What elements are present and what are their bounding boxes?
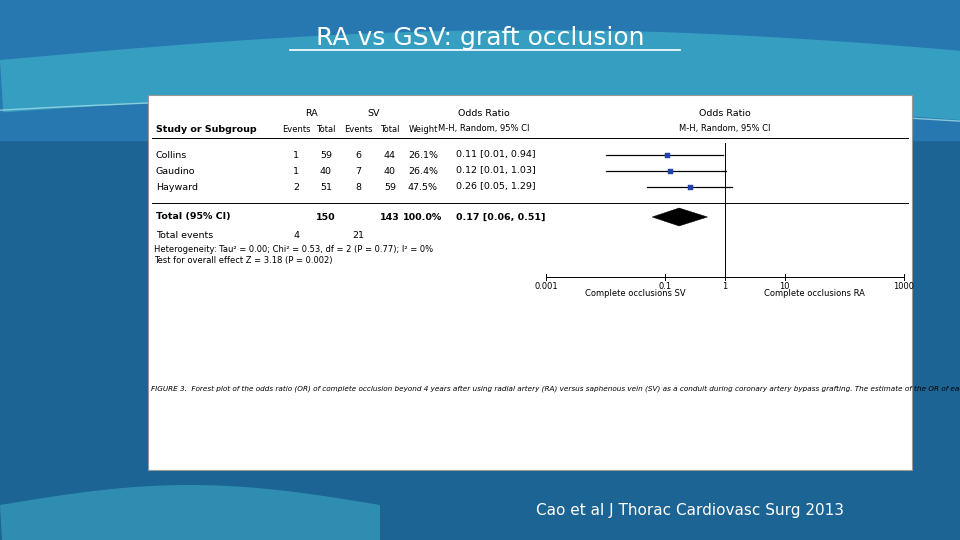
PathPatch shape	[0, 30, 960, 120]
Text: Odds Ratio: Odds Ratio	[458, 109, 510, 118]
Text: 1: 1	[293, 166, 299, 176]
Text: Hayward: Hayward	[156, 183, 198, 192]
Text: 1: 1	[722, 282, 728, 291]
Text: 150: 150	[316, 213, 336, 221]
Text: Total (95% CI): Total (95% CI)	[156, 213, 230, 221]
Text: Total events: Total events	[156, 231, 213, 240]
Text: 1: 1	[293, 151, 299, 159]
Text: Odds Ratio: Odds Ratio	[699, 109, 751, 118]
Text: SV: SV	[368, 109, 380, 118]
Text: 0.12 [0.01, 1.03]: 0.12 [0.01, 1.03]	[456, 166, 536, 176]
Text: 0.1: 0.1	[659, 282, 672, 291]
Text: Weight: Weight	[408, 125, 438, 133]
Bar	[667, 168, 673, 173]
Text: 0.17 [0.06, 0.51]: 0.17 [0.06, 0.51]	[456, 213, 545, 221]
Text: 0.11 [0.01, 0.94]: 0.11 [0.01, 0.94]	[456, 151, 536, 159]
Text: M-H, Random, 95% CI: M-H, Random, 95% CI	[439, 125, 530, 133]
Text: 44: 44	[384, 151, 396, 159]
Text: Complete occlusions RA: Complete occlusions RA	[763, 289, 864, 298]
Text: 8: 8	[355, 183, 361, 192]
Text: 59: 59	[384, 183, 396, 192]
Text: Events: Events	[344, 125, 372, 133]
PathPatch shape	[0, 485, 380, 540]
Text: Gaudino: Gaudino	[156, 166, 196, 176]
Text: 2: 2	[293, 183, 299, 192]
Text: M-H, Random, 95% CI: M-H, Random, 95% CI	[680, 125, 771, 133]
Text: Test for overall effect Z = 3.18 (P = 0.002): Test for overall effect Z = 3.18 (P = 0.…	[154, 255, 332, 265]
Text: 7: 7	[355, 166, 361, 176]
Text: Study or Subgroup: Study or Subgroup	[156, 125, 256, 133]
Text: 26.1%: 26.1%	[408, 151, 438, 159]
Text: 47.5%: 47.5%	[408, 183, 438, 192]
Text: 40: 40	[384, 166, 396, 176]
Text: 143: 143	[380, 213, 400, 221]
Text: 10: 10	[780, 282, 790, 291]
Text: 40: 40	[320, 166, 332, 176]
Text: Total: Total	[380, 125, 399, 133]
Text: 26.4%: 26.4%	[408, 166, 438, 176]
Bar	[687, 185, 692, 190]
Text: 100.0%: 100.0%	[403, 213, 443, 221]
Text: 21: 21	[352, 231, 364, 240]
Text: 0.001: 0.001	[534, 282, 558, 291]
PathPatch shape	[652, 208, 708, 226]
Text: Collins: Collins	[156, 151, 187, 159]
Text: 1000: 1000	[894, 282, 915, 291]
Text: 6: 6	[355, 151, 361, 159]
Text: 0.26 [0.05, 1.29]: 0.26 [0.05, 1.29]	[456, 183, 536, 192]
Text: Complete occlusions SV: Complete occlusions SV	[585, 289, 685, 298]
Text: Total: Total	[316, 125, 336, 133]
Text: Events: Events	[281, 125, 310, 133]
Text: 4: 4	[293, 231, 299, 240]
Text: RA: RA	[304, 109, 318, 118]
Text: FIGURE 3.  Forest plot of the odds ratio (OR) of complete occlusion beyond 4 yea: FIGURE 3. Forest plot of the odds ratio …	[151, 385, 960, 392]
Text: 59: 59	[320, 151, 332, 159]
Text: Heterogeneity: Tau² = 0.00; Chi² = 0.53, df = 2 (P = 0.77); I² = 0%: Heterogeneity: Tau² = 0.00; Chi² = 0.53,…	[154, 245, 433, 253]
Bar	[0, 0, 960, 140]
Text: RA vs GSV: graft occlusion: RA vs GSV: graft occlusion	[316, 26, 644, 50]
Bar	[665, 152, 670, 158]
Bar	[148, 95, 912, 470]
Text: Cao et al J Thorac Cardiovasc Surg 2013: Cao et al J Thorac Cardiovasc Surg 2013	[536, 503, 844, 517]
Text: 51: 51	[320, 183, 332, 192]
